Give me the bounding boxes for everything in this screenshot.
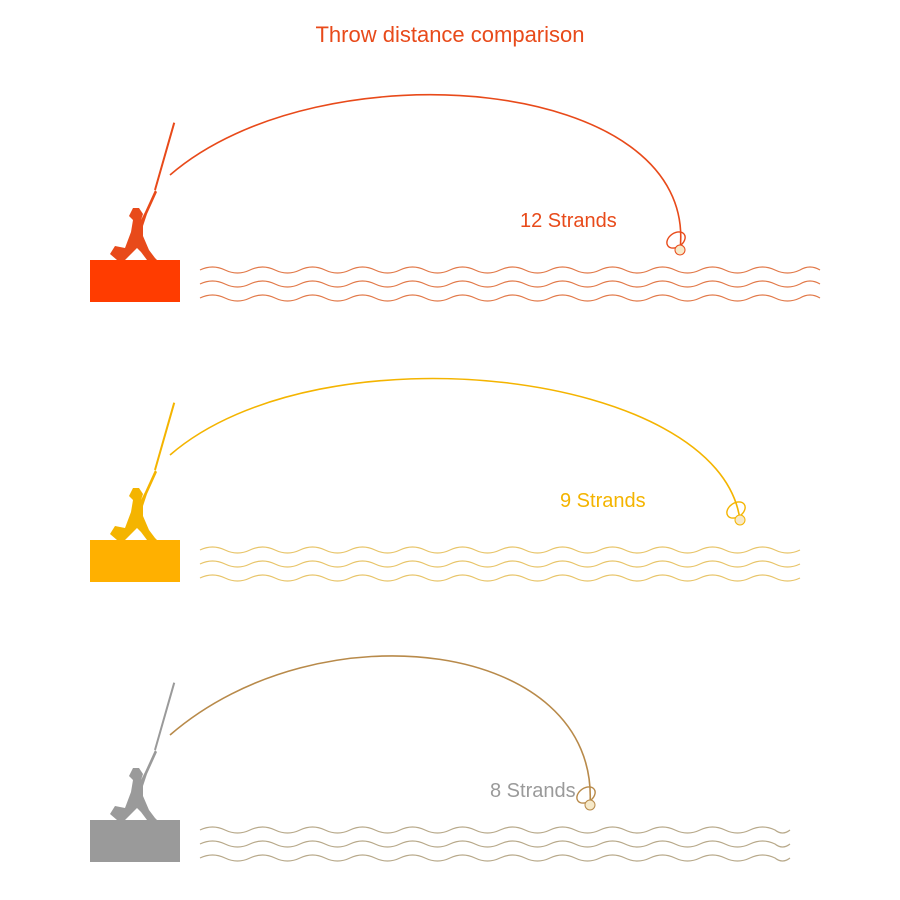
row-label: 9 Strands <box>560 490 646 513</box>
panel-9-strands: 9 Strands <box>0 340 900 600</box>
fishing-rod <box>155 403 174 470</box>
infographic-stage: Throw distance comparison 12 Strands <box>0 0 900 900</box>
row-label: 8 Strands <box>490 780 576 803</box>
water-waves <box>200 827 790 861</box>
row-label: 12 Strands <box>520 210 617 233</box>
platform <box>90 540 180 582</box>
platform <box>90 260 180 302</box>
panel-12-strands: 12 Strands <box>0 60 900 320</box>
panel-8-strands: 8 Strands <box>0 620 900 880</box>
panel-svg <box>0 620 900 880</box>
water-waves <box>200 547 800 581</box>
fisherman-icon <box>110 123 174 260</box>
water-waves <box>200 267 820 301</box>
lure-icon <box>574 784 598 810</box>
fishing-rod <box>155 683 174 750</box>
platform <box>90 820 180 862</box>
cast-arc <box>170 379 740 520</box>
lure-icon <box>664 229 688 255</box>
chart-title: Throw distance comparison <box>0 22 900 48</box>
lure-icon <box>724 499 748 525</box>
fisherman-icon <box>110 403 174 540</box>
fishing-rod <box>155 123 174 190</box>
panel-svg <box>0 340 900 600</box>
fisherman-icon <box>110 683 174 820</box>
panel-svg <box>0 60 900 320</box>
